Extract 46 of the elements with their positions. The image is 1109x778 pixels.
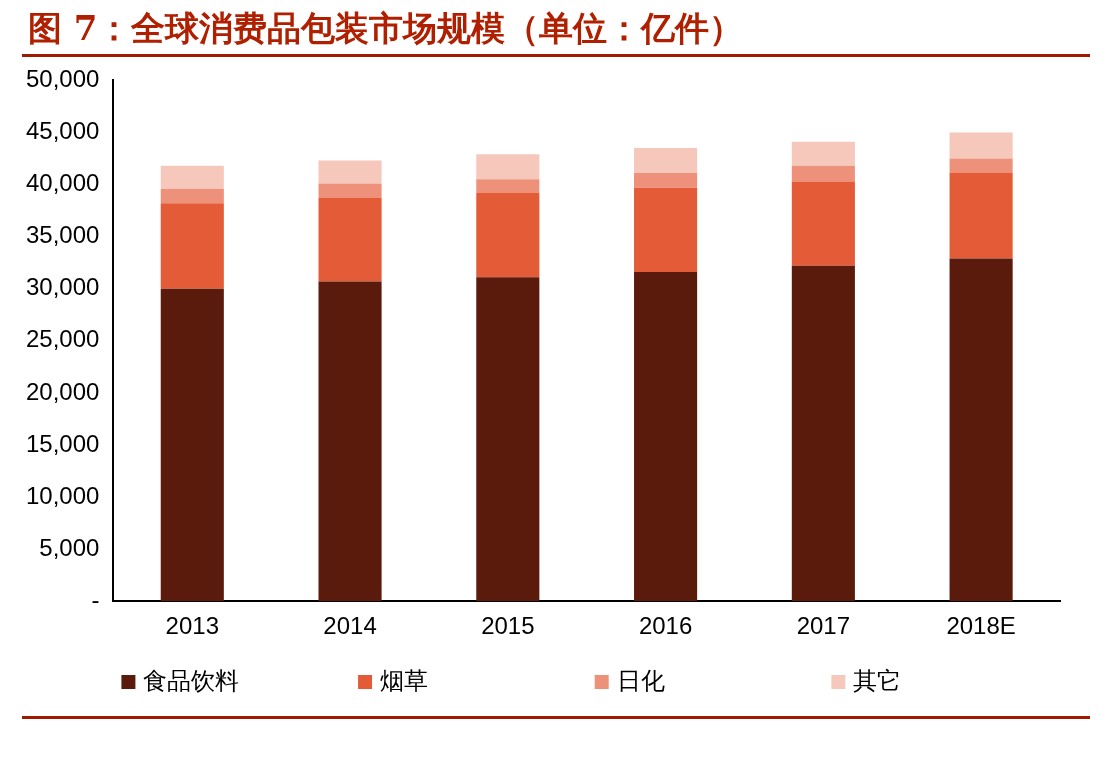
- bar: [949, 132, 1013, 159]
- bar: [160, 203, 224, 289]
- bar: [634, 187, 698, 273]
- legend-label: 食品饮料: [143, 666, 240, 694]
- x-tick-label: 2014: [323, 612, 377, 640]
- y-tick-label: -: [91, 585, 100, 613]
- bar: [160, 188, 224, 204]
- bar: [476, 179, 540, 193]
- x-tick-label: 2015: [481, 612, 535, 640]
- y-tick-label: 10,000: [26, 481, 100, 509]
- x-tick-label: 2017: [796, 612, 851, 640]
- bar: [476, 192, 540, 278]
- bar: [476, 277, 540, 602]
- bar: [634, 148, 698, 174]
- bar: [476, 154, 540, 180]
- bar: [949, 258, 1013, 602]
- y-tick-label: 25,000: [26, 325, 100, 353]
- bar: [318, 281, 382, 602]
- y-tick-label: 50,000: [26, 65, 100, 93]
- y-tick-label: 15,000: [26, 429, 100, 457]
- y-tick-label: 40,000: [26, 169, 100, 197]
- legend-label: 烟草: [380, 666, 429, 694]
- y-tick-label: 35,000: [26, 221, 100, 249]
- y-tick-label: 5,000: [39, 533, 100, 561]
- bar: [634, 272, 698, 602]
- bar: [791, 165, 855, 182]
- bar: [634, 173, 698, 188]
- bar: [791, 265, 855, 602]
- legend-label: 其它: [853, 666, 902, 694]
- legend-label: 日化: [616, 666, 665, 694]
- bar: [318, 198, 382, 282]
- bar: [160, 165, 224, 189]
- bar: [949, 173, 1013, 259]
- bar: [791, 181, 855, 266]
- x-tick-label: 2016: [638, 612, 693, 640]
- bar: [318, 160, 382, 184]
- chart-title: 图 7：全球消费品包装市场规模（单位：亿件）: [28, 7, 744, 50]
- bar: [791, 141, 855, 166]
- x-tick-label: 2013: [165, 612, 219, 640]
- bar: [160, 288, 224, 602]
- y-tick-label: 30,000: [26, 273, 100, 301]
- bar: [318, 183, 382, 199]
- y-tick-label: 20,000: [26, 377, 100, 405]
- bar: [949, 158, 1013, 174]
- x-tick-label: 2018E: [946, 612, 1016, 640]
- y-tick-label: 45,000: [26, 117, 100, 145]
